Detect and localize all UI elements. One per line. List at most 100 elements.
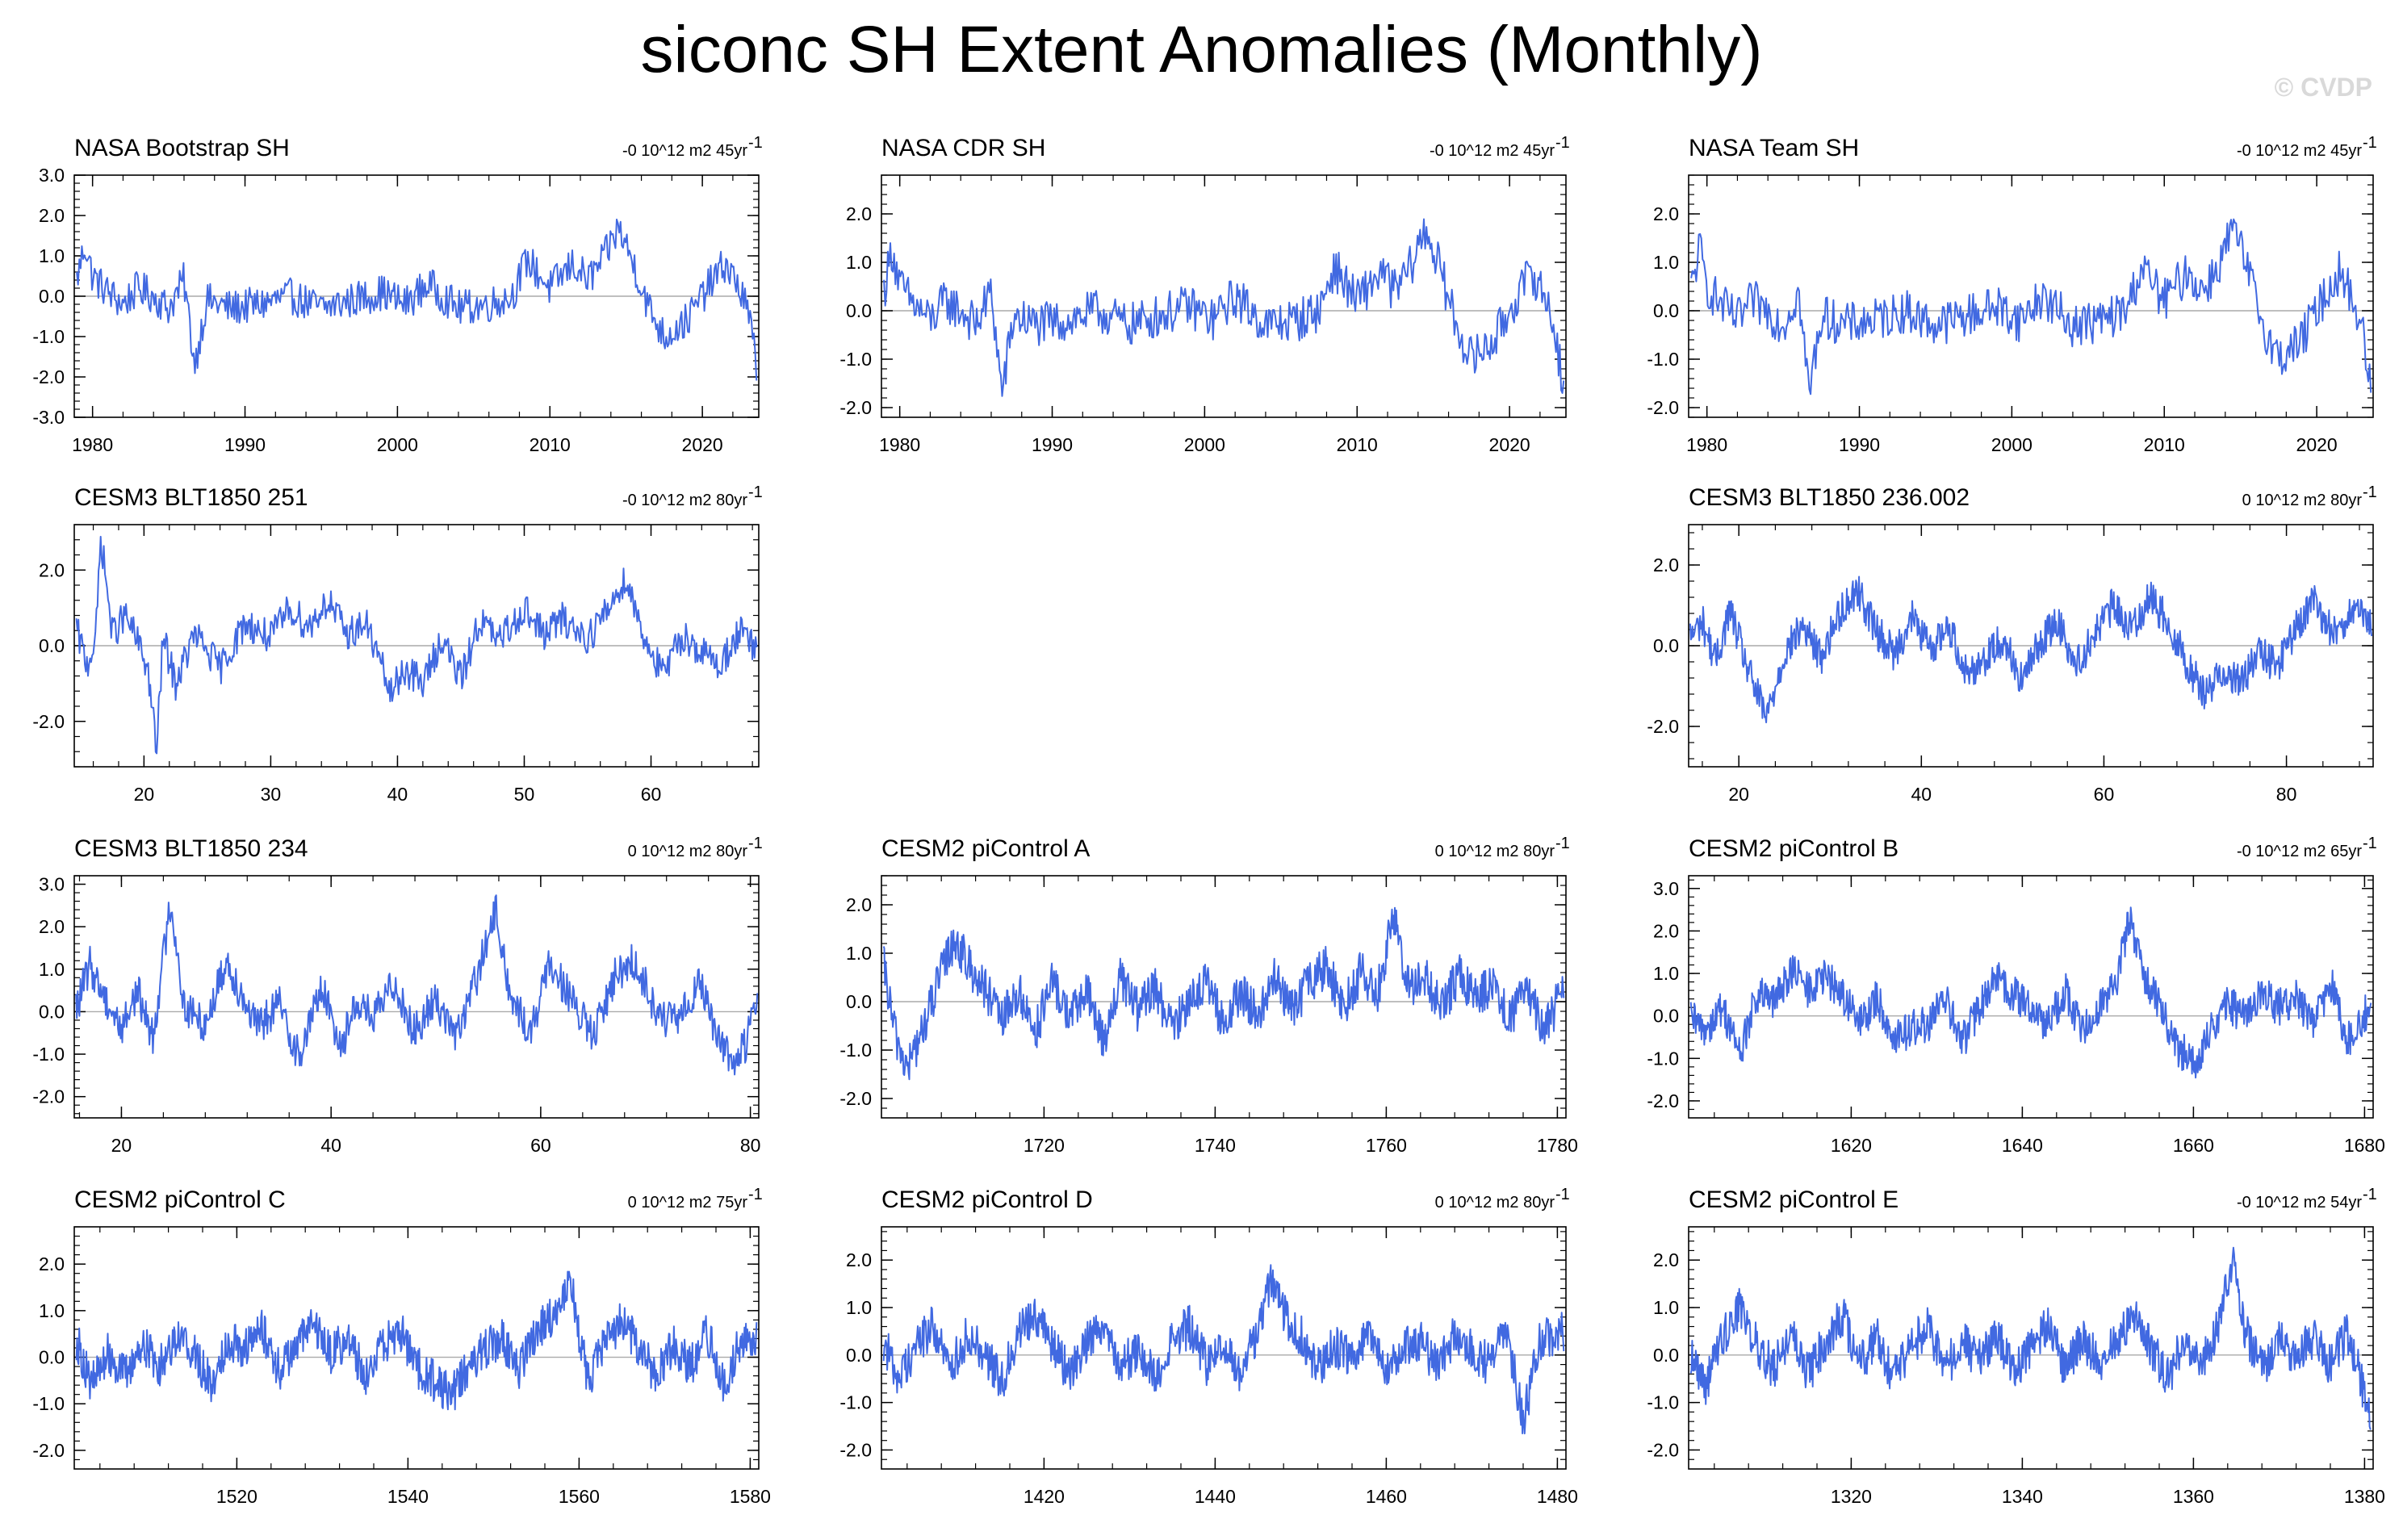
y-tick-label: -1.0 xyxy=(839,1040,872,1061)
y-tick-label: -1.0 xyxy=(32,1044,65,1065)
y-tick-label: -2.0 xyxy=(32,1086,65,1107)
trend-label: -0 10^12 m2 65yr xyxy=(2237,843,2362,860)
trend-superscript: -1 xyxy=(748,835,763,852)
y-tick-label: -1.0 xyxy=(1647,349,1679,370)
x-tick-label: 2020 xyxy=(2296,434,2338,455)
x-tick-label: 20 xyxy=(134,784,155,805)
chart-panel: CESM2 piControl C 0 10^12 m2 75yr -1 1520 15… xyxy=(32,1186,771,1507)
plot-frame xyxy=(1688,174,2374,418)
panel-title: CESM2 piControl B xyxy=(1689,835,1899,862)
plot-frame xyxy=(881,174,1567,418)
y-tick-label: -1.0 xyxy=(32,326,65,347)
x-tick-label: 1480 xyxy=(1537,1486,1578,1507)
x-tick-label: 1680 xyxy=(2344,1135,2385,1156)
panel-title: CESM2 piControl C xyxy=(74,1186,286,1213)
y-tick-label: 0.0 xyxy=(846,991,872,1012)
y-tick-label: 2.0 xyxy=(39,1253,65,1274)
series-line xyxy=(1689,575,2373,724)
y-tick-label: 1.0 xyxy=(39,959,65,980)
x-tick-label: 2010 xyxy=(2144,434,2185,455)
y-tick-label: -2.0 xyxy=(839,1088,872,1109)
y-tick-label: 2.0 xyxy=(39,205,65,226)
y-tick-label: 0.0 xyxy=(39,635,65,656)
trend-label: -0 10^12 m2 54yr xyxy=(2237,1194,2362,1211)
panel-title: NASA Team SH xyxy=(1689,135,1859,161)
y-tick-label: 0.0 xyxy=(846,1345,872,1366)
x-tick-label: 2020 xyxy=(682,434,723,455)
series-line xyxy=(1690,218,2372,395)
panel-title: CESM3 BLT1850 236.002 xyxy=(1689,484,1970,511)
x-tick-label: 80 xyxy=(2276,784,2297,805)
y-tick-label: -2.0 xyxy=(1647,716,1679,737)
x-tick-label: 40 xyxy=(387,784,408,805)
x-tick-label: 1660 xyxy=(2173,1135,2214,1156)
chart-panel: CESM2 piControl A 0 10^12 m2 80yr -1 1720 17… xyxy=(839,835,1578,1156)
y-tick-label: 0.0 xyxy=(1653,1006,1679,1027)
y-tick-label: 0.0 xyxy=(1653,300,1679,321)
series-line xyxy=(75,1270,758,1411)
y-tick-label: 0.0 xyxy=(1653,1345,1679,1366)
x-tick-label: 2000 xyxy=(1184,434,1225,455)
y-tick-label: 2.0 xyxy=(1653,920,1679,941)
y-tick-label: -2.0 xyxy=(32,1440,65,1461)
trend-superscript: -1 xyxy=(748,1186,763,1203)
x-tick-label: 2000 xyxy=(1991,434,2033,455)
x-tick-label: 60 xyxy=(641,784,662,805)
x-tick-label: 1990 xyxy=(224,434,266,455)
x-tick-label: 20 xyxy=(1728,784,1749,805)
x-tick-label: 40 xyxy=(1911,784,1932,805)
y-tick-label: 2.0 xyxy=(1653,554,1679,575)
y-tick-label: 3.0 xyxy=(39,165,65,186)
y-tick-label: 0.0 xyxy=(39,286,65,307)
series-line xyxy=(75,894,759,1076)
chart-panel: CESM2 piControl E -0 10^12 m2 54yr -1 1320 1… xyxy=(1647,1186,2385,1507)
trend-superscript: -1 xyxy=(2363,1186,2377,1203)
plot-frame xyxy=(1688,524,2374,768)
x-tick-label: 1560 xyxy=(559,1486,600,1507)
chart-panel: NASA CDR SH -0 10^12 m2 45yr -1 1980 1990 200… xyxy=(839,134,1569,455)
x-tick-label: 1980 xyxy=(1686,434,1727,455)
figure-title: siconc SH Extent Anomalies (Monthly) xyxy=(640,13,1763,86)
y-tick-label: -2.0 xyxy=(839,397,872,418)
trend-label: -0 10^12 m2 45yr xyxy=(622,142,747,160)
plot-frame xyxy=(1688,1226,2374,1470)
y-tick-label: 3.0 xyxy=(1653,878,1679,899)
panel-title: CESM3 BLT1850 234 xyxy=(74,835,308,862)
x-tick-label: 1780 xyxy=(1537,1135,1578,1156)
trend-label: 0 10^12 m2 80yr xyxy=(628,843,748,860)
series-line xyxy=(76,218,758,381)
chart-panel: CESM3 BLT1850 251 -0 10^12 m2 80yr -1 20 30 4… xyxy=(32,483,762,805)
x-tick-label: 1720 xyxy=(1024,1135,1065,1156)
x-tick-label: 1360 xyxy=(2173,1486,2214,1507)
x-tick-label: 60 xyxy=(2094,784,2115,805)
trend-label: 0 10^12 m2 80yr xyxy=(1435,843,1555,860)
x-tick-label: 2000 xyxy=(377,434,418,455)
x-tick-label: 1540 xyxy=(387,1486,429,1507)
x-tick-label: 1980 xyxy=(72,434,113,455)
x-tick-label: 1760 xyxy=(1366,1135,1407,1156)
plot-frame xyxy=(1688,875,2374,1119)
panel-title: NASA Bootstrap SH xyxy=(74,135,290,161)
y-tick-label: 0.0 xyxy=(846,300,872,321)
y-tick-label: 1.0 xyxy=(39,245,65,266)
y-tick-label: 1.0 xyxy=(846,252,872,273)
y-tick-label: 1.0 xyxy=(39,1300,65,1321)
trend-label: -0 10^12 m2 80yr xyxy=(622,492,747,509)
x-tick-label: 60 xyxy=(530,1135,551,1156)
x-tick-label: 1440 xyxy=(1195,1486,1236,1507)
series-line xyxy=(1689,906,2372,1079)
y-tick-label: 2.0 xyxy=(1653,1249,1679,1270)
y-tick-label: 2.0 xyxy=(1653,203,1679,224)
x-tick-label: 1990 xyxy=(1032,434,1073,455)
x-tick-label: 1980 xyxy=(879,434,920,455)
panel-title: CESM2 piControl E xyxy=(1689,1186,1899,1213)
trend-label: 0 10^12 m2 75yr xyxy=(628,1194,748,1211)
x-tick-label: 1380 xyxy=(2344,1486,2385,1507)
plot-frame xyxy=(881,1226,1567,1470)
plot-frame xyxy=(73,875,760,1119)
trend-superscript: -1 xyxy=(2363,134,2377,152)
panel-title: CESM2 piControl A xyxy=(881,835,1090,862)
y-tick-label: 1.0 xyxy=(1653,963,1679,984)
y-tick-label: 2.0 xyxy=(846,894,872,915)
